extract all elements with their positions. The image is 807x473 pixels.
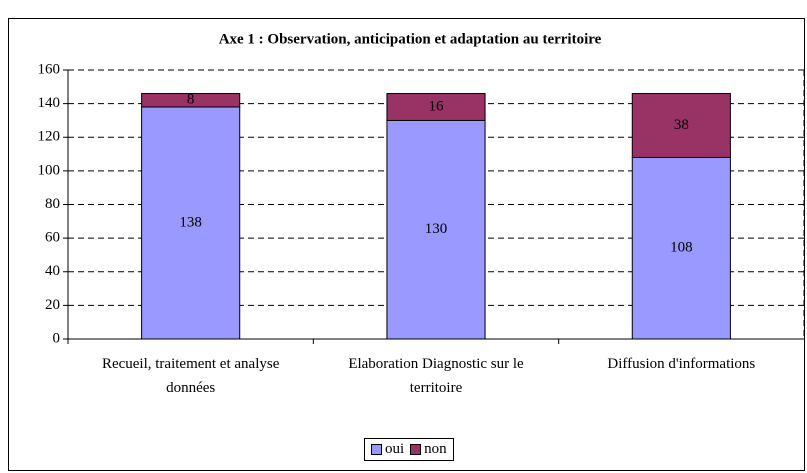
bar-segment bbox=[141, 93, 241, 108]
data-label: 16 bbox=[429, 98, 445, 114]
data-label: 138 bbox=[179, 214, 202, 230]
data-label: 8 bbox=[187, 92, 195, 108]
y-tick-label: 120 bbox=[38, 129, 61, 145]
x-tick-label: Elaboration Diagnostic sur le territoire bbox=[348, 356, 524, 396]
data-label: 108 bbox=[670, 240, 693, 256]
bar-segment bbox=[141, 106, 241, 340]
data-label: 130 bbox=[425, 221, 448, 237]
y-tick-label: 60 bbox=[45, 230, 60, 246]
bar-segment bbox=[631, 93, 731, 158]
legend-swatch bbox=[371, 444, 382, 455]
legend: oui non bbox=[364, 438, 454, 461]
y-tick-label: 160 bbox=[38, 61, 61, 77]
y-tick-label: 0 bbox=[53, 330, 61, 346]
legend-label: non bbox=[424, 441, 447, 457]
chart-title: Axe 1 : Observation, anticipation et ada… bbox=[219, 31, 602, 47]
legend-label: oui bbox=[385, 441, 405, 457]
bar-segment bbox=[386, 93, 486, 121]
x-tick-label: Diffusion d'informations bbox=[607, 356, 756, 372]
y-tick-label: 20 bbox=[45, 297, 60, 313]
y-tick-label: 140 bbox=[38, 95, 61, 111]
legend-item: oui bbox=[371, 441, 404, 458]
bar-segment bbox=[631, 156, 731, 340]
x-tick-label: Recueil, traitement et analyse données bbox=[101, 356, 280, 396]
legend-swatch bbox=[410, 444, 422, 455]
y-tick-label: 100 bbox=[38, 162, 61, 178]
y-tick-label: 80 bbox=[45, 196, 60, 212]
bar-segment bbox=[386, 119, 486, 340]
legend-item: non bbox=[410, 441, 447, 458]
data-label: 38 bbox=[674, 117, 689, 133]
y-tick-label: 40 bbox=[45, 263, 60, 279]
